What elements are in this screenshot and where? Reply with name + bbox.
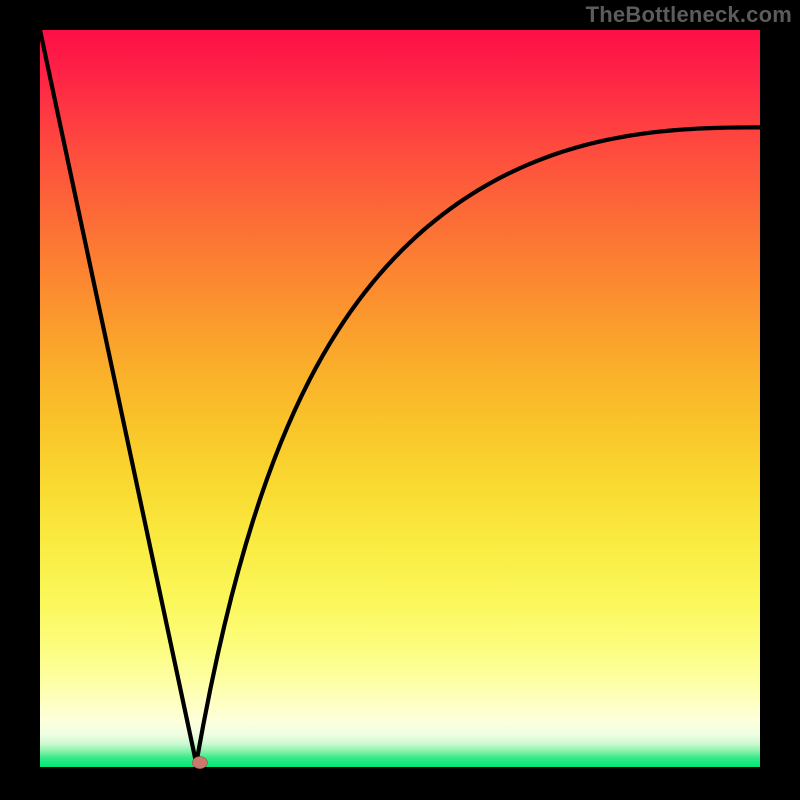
watermark-text: TheBottleneck.com xyxy=(586,2,792,28)
optimal-point-marker xyxy=(192,757,207,769)
bottleneck-chart xyxy=(0,0,800,800)
chart-container: TheBottleneck.com xyxy=(0,0,800,800)
plot-area xyxy=(40,30,760,767)
